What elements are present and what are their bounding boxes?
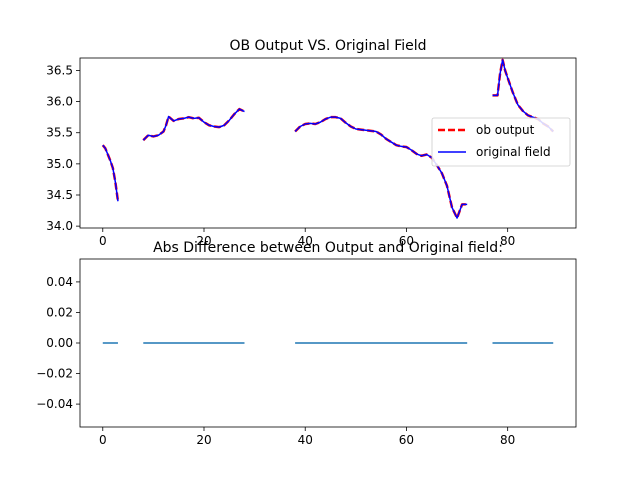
- top-chart-title: OB Output VS. Original Field: [229, 38, 426, 54]
- top-y-ticks: 34.0 34.5 35.0 35.5 36.0 36.5: [46, 63, 80, 233]
- bottom-x-tick-label: 80: [500, 433, 515, 447]
- bottom-x-tick-label: 20: [196, 433, 211, 447]
- top-y-tick-label: 36.5: [46, 63, 73, 77]
- bottom-y-ticks: −0.04 −0.02 0.00 0.02 0.04: [36, 275, 80, 411]
- top-axes-frame: [79, 57, 577, 229]
- top-x-ticks: 0 20 40 60 80: [99, 228, 515, 248]
- bottom-x-tick-label: 60: [399, 433, 414, 447]
- legend-label-ob-output: ob output: [476, 123, 535, 137]
- bottom-y-tick-label: 0.04: [46, 275, 73, 289]
- bottom-y-tick-label: −0.04: [36, 397, 73, 411]
- top-y-tick-label: 36.0: [46, 95, 73, 109]
- top-subplot: 0 20 40 60 80 34.0 34.5 35.0 35.5 36.0 36.5 OB Ou…: [46, 38, 577, 248]
- bottom-y-tick-label: 0.02: [46, 305, 73, 319]
- top-series-group: [101, 58, 555, 220]
- top-y-tick-label: 35.0: [46, 157, 73, 171]
- legend-label-original-field: original field: [476, 145, 551, 159]
- legend-box: [431, 117, 571, 167]
- bottom-x-ticks: 0 20 40 60 80: [99, 427, 515, 447]
- legend: ob output original field: [431, 117, 571, 167]
- top-y-tick-label: 35.5: [46, 126, 73, 140]
- bottom-y-tick-label: 0.00: [46, 336, 73, 350]
- top-series-original-field-segment: [142, 108, 245, 141]
- bottom-chart-title: Abs Difference between Output and Origin…: [153, 240, 503, 256]
- top-y-tick-label: 34.5: [46, 188, 73, 202]
- top-x-tick-label: 40: [298, 234, 313, 248]
- top-series-original-field-segment: [294, 116, 468, 219]
- top-y-tick-label: 34.0: [46, 219, 73, 233]
- bottom-x-tick-label: 40: [298, 433, 313, 447]
- top-series-original-field-segment: [102, 144, 119, 202]
- top-x-tick-label: 20: [196, 234, 211, 248]
- bottom-subplot: 0 20 40 60 80 −0.04 −0.02 0.00 0.02 0.04 Abs Dif…: [36, 240, 577, 447]
- top-x-tick-label: 80: [500, 234, 515, 248]
- bottom-x-tick-label: 0: [99, 433, 107, 447]
- top-x-tick-label: 0: [99, 234, 107, 248]
- bottom-y-tick-label: −0.02: [36, 367, 73, 381]
- top-x-tick-label: 60: [399, 234, 414, 248]
